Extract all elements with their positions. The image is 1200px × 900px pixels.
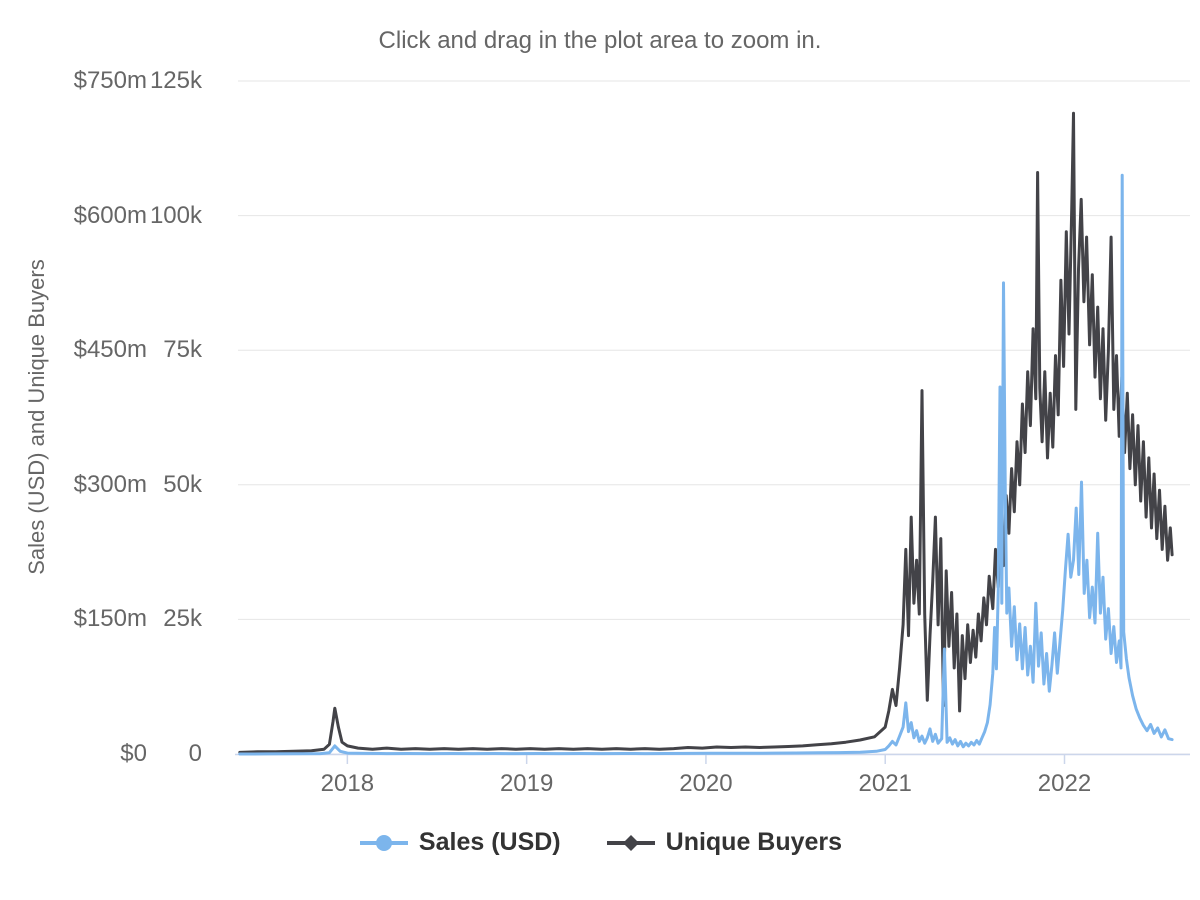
y-tick-label-sales: $0 <box>120 740 147 767</box>
y-tick-label-buyers: 50k <box>163 470 202 498</box>
y-tick-label-sales: $750m <box>73 67 147 94</box>
chart-title: Click and drag in the plot area to zoom … <box>378 27 822 54</box>
legend-item-buyers[interactable]: Unique Buyers <box>605 828 842 857</box>
legend-label-buyers: Unique Buyers <box>665 828 843 856</box>
y-tick-label-sales: $150m <box>73 605 147 633</box>
y-axis-labels-sales: $0 $150m $300m $450m $600m $750m <box>25 0 147 810</box>
y-tick-label-sales: $300m <box>73 470 147 498</box>
y-tick-label-buyers: 100k <box>149 201 202 229</box>
legend: Sales (USD) Unique Buyers <box>0 828 1200 857</box>
legend-item-sales[interactable]: Sales (USD) <box>358 828 561 857</box>
x-tick-label: 2022 <box>1037 770 1092 797</box>
y-tick-label-sales: $450m <box>73 336 147 364</box>
legend-label-sales: Sales (USD) <box>418 828 561 856</box>
y-tick-label-buyers: 0 <box>188 740 202 767</box>
x-tick-label: 2019 <box>499 770 554 797</box>
y-axis-labels-buyers: 0 25k 50k 75k 100k 125k <box>25 0 202 810</box>
x-tick-label: 2018 <box>320 770 375 797</box>
y-tick-label-buyers: 125k <box>149 67 202 94</box>
y-tick-label-sales: $600m <box>73 201 147 229</box>
plot-area[interactable] <box>0 0 1200 810</box>
y-tick-label-buyers: 25k <box>163 605 202 633</box>
series-line-sales <box>238 173 1174 756</box>
series-line-buyers <box>238 111 1174 754</box>
sales-line-circle-marker-icon <box>359 834 408 851</box>
buyers-line-diamond-marker-icon <box>606 834 655 851</box>
x-tick-label: 2021 <box>858 770 912 797</box>
y-tick-label-buyers: 75k <box>163 336 202 364</box>
x-tick-label: 2020 <box>679 770 733 797</box>
